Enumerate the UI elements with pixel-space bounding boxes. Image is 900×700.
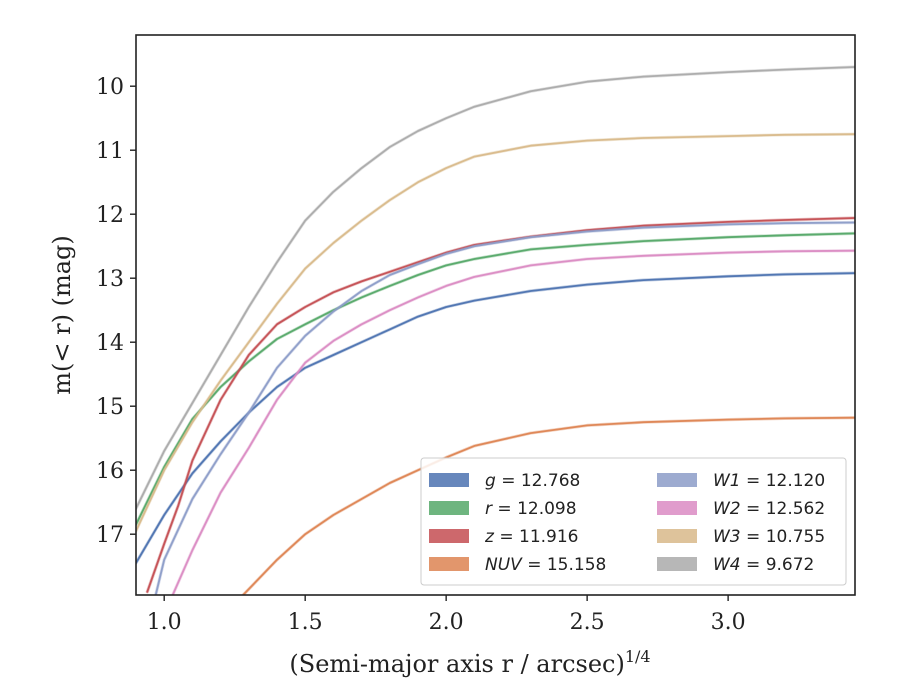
y-tick-label: 13 bbox=[96, 267, 124, 292]
series-line-w1 bbox=[154, 221, 855, 595]
legend-label-w1: W1 = 12.120 bbox=[713, 471, 825, 491]
series-line-r bbox=[136, 232, 855, 526]
legend-equals: = bbox=[494, 527, 519, 547]
x-tick-label: 2.5 bbox=[570, 610, 605, 635]
legend-swatch-w4 bbox=[657, 557, 697, 571]
series-line-w4 bbox=[136, 66, 855, 510]
legend-band-name: W3 bbox=[713, 527, 741, 547]
legend-value: 12.562 bbox=[766, 499, 825, 519]
legend-value: 10.755 bbox=[766, 527, 825, 547]
x-axis-title-superscript: 1/4 bbox=[625, 647, 651, 666]
legend-swatch-z bbox=[429, 529, 469, 543]
legend-value: 9.672 bbox=[766, 555, 815, 575]
legend-band-name: W1 bbox=[713, 471, 741, 491]
legend-swatch-g bbox=[429, 473, 469, 487]
legend-equals: = bbox=[492, 499, 517, 519]
y-axis-title: m(< r) (mag) bbox=[48, 235, 76, 394]
legend-equals: = bbox=[496, 471, 521, 491]
legend-equals: = bbox=[741, 499, 766, 519]
legend-band-name: W2 bbox=[713, 499, 741, 519]
plot-frame bbox=[135, 34, 856, 596]
legend-label-z: z = 11.916 bbox=[484, 527, 578, 547]
legend-band-name: g bbox=[485, 471, 496, 491]
legend-label-nuv: NUV = 15.158 bbox=[485, 555, 606, 575]
series-line-w3 bbox=[136, 133, 855, 532]
y-tick-label: 10 bbox=[96, 75, 124, 100]
series-line-nuv bbox=[242, 416, 855, 595]
legend-swatch-nuv bbox=[429, 557, 469, 571]
legend-value: 12.120 bbox=[766, 471, 825, 491]
legend-label-w4: W4 = 9.672 bbox=[713, 555, 814, 575]
series-line-g bbox=[136, 272, 855, 564]
legend-band-name: r bbox=[485, 499, 493, 519]
legend-swatch-w1 bbox=[657, 473, 697, 487]
series-lines bbox=[136, 65, 855, 595]
legend-equals: = bbox=[741, 527, 766, 547]
legend-band-name: W4 bbox=[713, 555, 741, 575]
x-tick-label: 3.0 bbox=[711, 610, 746, 635]
legend-label-r: r = 12.098 bbox=[485, 499, 577, 519]
y-tick-label: 11 bbox=[96, 139, 124, 164]
legend-box bbox=[420, 457, 847, 586]
legend-label-w2: W2 = 12.562 bbox=[713, 499, 825, 519]
legend-swatch-w3 bbox=[657, 529, 697, 543]
x-axis-title-text: (Semi-major axis r / arcsec) bbox=[289, 650, 624, 678]
y-tick-label: 12 bbox=[96, 203, 124, 228]
series-line-z bbox=[146, 217, 855, 593]
legend-band-name: z bbox=[484, 527, 495, 547]
y-axis-ticks: 10 11 12 13 14 15 16 17 bbox=[96, 75, 136, 548]
legend-label-g: g = 12.768 bbox=[485, 471, 580, 491]
series-line-w2 bbox=[171, 249, 855, 595]
legend-value: 12.768 bbox=[521, 471, 580, 491]
legend: g = 12.768 r = 12.098 z = 11.916 NUV = 15.1… bbox=[420, 457, 847, 586]
legend-label-w3: W3 = 10.755 bbox=[713, 527, 825, 547]
y-tick-label: 17 bbox=[96, 523, 124, 548]
legend-equals: = bbox=[741, 555, 766, 575]
legend-swatch-w2 bbox=[657, 501, 697, 515]
legend-swatch-r bbox=[429, 501, 469, 515]
legend-equals: = bbox=[741, 471, 766, 491]
y-tick-label: 14 bbox=[96, 331, 124, 356]
legend-band-name: NUV bbox=[485, 555, 523, 575]
x-tick-label: 1.5 bbox=[288, 610, 323, 635]
x-tick-label: 2.0 bbox=[429, 610, 464, 635]
legend-value: 12.098 bbox=[517, 499, 576, 519]
legend-value: 15.158 bbox=[547, 555, 606, 575]
legend-value: 11.916 bbox=[519, 527, 578, 547]
y-tick-label: 16 bbox=[96, 459, 124, 484]
x-axis-ticks: 1.0 1.5 2.0 2.5 3.0 bbox=[147, 595, 746, 635]
x-axis-title: (Semi-major axis r / arcsec)1/4 bbox=[289, 647, 650, 678]
y-tick-label: 15 bbox=[96, 395, 124, 420]
legend-equals: = bbox=[522, 555, 547, 575]
x-tick-label: 1.0 bbox=[147, 610, 182, 635]
